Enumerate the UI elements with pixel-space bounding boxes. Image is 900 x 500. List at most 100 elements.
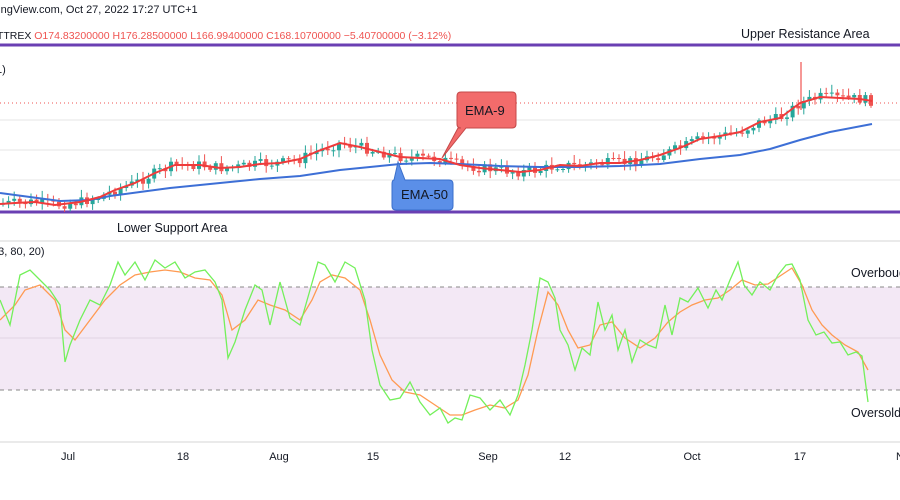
stoch-k-line: [0, 258, 869, 424]
candle-body: [73, 203, 78, 206]
candle-body: [437, 161, 442, 163]
x-tick-label: Oct: [683, 451, 701, 463]
ema-50-callout: EMA-50: [391, 160, 454, 211]
candle-body: [829, 92, 834, 94]
candle-body: [325, 148, 330, 151]
candle-body: [824, 92, 829, 94]
candle-body: [191, 164, 196, 169]
candle-body: [454, 158, 459, 160]
candle-body: [538, 171, 543, 173]
candle-body: [527, 167, 532, 170]
candle-body: [561, 169, 565, 170]
candle-body: [135, 179, 140, 182]
candle-body: [633, 158, 638, 166]
candle-body: [757, 120, 761, 128]
candle-body: [841, 95, 845, 97]
candle-body: [768, 119, 773, 124]
ema-9-callout: EMA-9: [441, 91, 517, 159]
ohlc-open: O174.83200000: [34, 30, 110, 42]
candle-body: [801, 101, 806, 109]
x-tick-label: 12: [558, 451, 572, 463]
candle-body: [393, 153, 397, 155]
candle-body: [745, 130, 750, 134]
lower-support-label: Lower Support Area: [117, 221, 228, 235]
oversold-label: Oversold: [851, 406, 900, 420]
candle-body: [337, 142, 341, 151]
candle-body: [421, 153, 425, 156]
candle-body: [370, 151, 375, 154]
candle-body: [90, 199, 95, 205]
candle-body: [303, 152, 308, 164]
ema-50-line: [0, 123, 873, 203]
candle-body: [225, 167, 229, 172]
candle-body: [477, 170, 481, 173]
overbought-label: Overbough: [851, 266, 900, 280]
candle-body: [471, 166, 476, 171]
ohlc-close: C168.10700000: [266, 30, 341, 42]
candle-body: [639, 160, 644, 166]
candle-body: [113, 191, 117, 195]
x-tick-label: N: [896, 451, 900, 463]
candle-body: [68, 203, 73, 209]
x-tick-label: 17: [793, 451, 807, 463]
ohlc-high: H176.28500000: [112, 30, 188, 42]
candle-body: [717, 135, 722, 139]
candle-body: [146, 178, 151, 184]
ema-9-line: [0, 95, 873, 207]
candle-body: [695, 136, 700, 140]
candle-body: [157, 168, 162, 170]
candle-body: [656, 158, 661, 160]
ema-50-callout-label: EMA-50: [401, 187, 448, 202]
candle-body: [846, 95, 851, 98]
candle-body: [796, 105, 801, 109]
candle-body: [331, 150, 336, 152]
candle-body: [555, 169, 560, 171]
x-tick-label: Jul: [60, 451, 76, 463]
candle-body: [62, 206, 67, 209]
candle-body: [712, 137, 717, 139]
candle-body: [499, 166, 504, 168]
ohlc-change: −5.40700000 (−3.12%): [343, 30, 452, 42]
candle-body: [852, 95, 857, 98]
candle-body: [835, 92, 840, 96]
candle-body: [673, 145, 677, 150]
candle-body: [426, 155, 431, 157]
candle-body: [118, 188, 123, 195]
candle-body: [689, 139, 694, 142]
candle-body: [790, 105, 795, 118]
x-tick-label: 18: [176, 451, 190, 463]
upper-resistance-label: Upper Resistance Area: [741, 27, 870, 41]
candle-body: [600, 164, 605, 166]
candle-body: [807, 96, 812, 101]
candle-body: [773, 114, 778, 120]
stoch-indicator-tag: , 3, 80, 20): [0, 246, 45, 258]
candle-body: [281, 158, 285, 162]
candle-body: [236, 164, 241, 168]
candle-body: [617, 158, 621, 159]
candle-body: [611, 158, 616, 159]
candle-body: [96, 199, 101, 200]
candle-body: [661, 155, 666, 160]
candle-body: [241, 162, 246, 165]
chart-source-line: adingView.com, Oct 27, 2022 17:27 UTC+1: [0, 4, 198, 16]
candle-body: [264, 159, 269, 167]
ema-indicator-tag: 1): [0, 64, 6, 76]
x-tick-label: Sep: [478, 451, 498, 463]
candle-body: [202, 161, 207, 168]
candle-body: [488, 164, 493, 172]
x-tick-label: Aug: [269, 451, 289, 463]
candle-body: [208, 167, 213, 170]
ohlc-readout: ITTREX O174.83200000 H176.28500000 L166.…: [0, 30, 451, 42]
candle-body: [141, 179, 145, 184]
candle-body: [40, 198, 45, 203]
candle-body: [404, 160, 409, 162]
candle-body: [415, 153, 420, 157]
candle-body: [297, 159, 302, 164]
candle-body: [521, 170, 526, 177]
candle-body: [510, 172, 515, 174]
candle-body: [751, 127, 756, 131]
x-tick-label: 15: [366, 451, 380, 463]
candle-body: [269, 165, 274, 167]
